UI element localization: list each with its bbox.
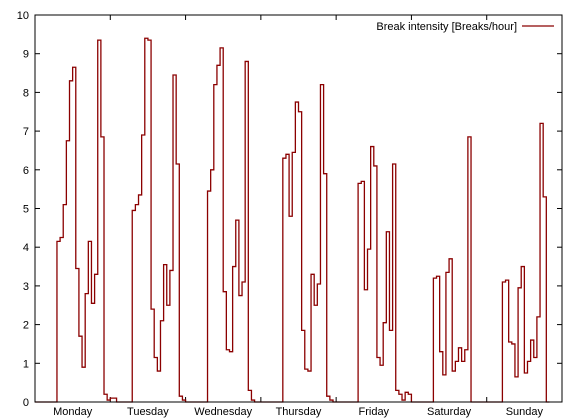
x-tick-label: Friday (359, 406, 390, 418)
y-tick-label: 1 (23, 358, 29, 370)
y-tick-label: 8 (23, 87, 29, 99)
series-line (35, 37, 550, 403)
y-tick-label: 4 (23, 242, 29, 254)
y-tick-label: 10 (17, 10, 29, 22)
legend: Break intensity [Breaks/hour] (376, 21, 554, 33)
y-tick-label: 7 (23, 126, 29, 138)
x-axis-ticks: Monday Tuesday Wednesday Thursday Friday Satu… (34, 15, 563, 418)
x-tick-label: Thursday (276, 406, 322, 418)
y-tick-label: 2 (23, 320, 29, 332)
y-tick-label: 5 (23, 204, 29, 216)
y-tick-label: 9 (23, 49, 29, 61)
y-tick-label: 6 (23, 165, 29, 177)
x-tick-label: Saturday (427, 406, 472, 418)
legend-label: Break intensity [Breaks/hour] (376, 21, 517, 33)
x-tick-label: Sunday (506, 406, 544, 418)
y-tick-label: 3 (23, 281, 29, 293)
y-axis-ticks: 0 1 2 3 4 5 6 7 8 9 10 (17, 10, 562, 409)
x-tick-label: Wednesday (194, 406, 252, 418)
x-tick-label: Tuesday (127, 406, 169, 418)
plot-frame (34, 14, 563, 403)
x-tick-label: Monday (53, 406, 93, 418)
y-tick-label: 0 (23, 397, 29, 409)
